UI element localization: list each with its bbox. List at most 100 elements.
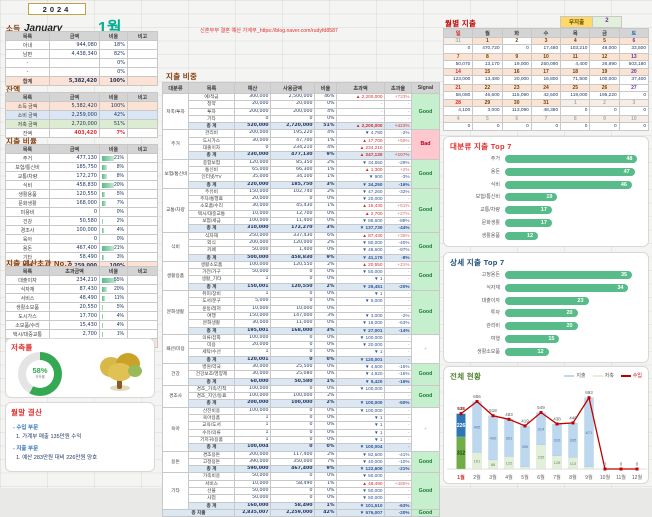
percent-cell[interactable]: 0% xyxy=(314,487,337,496)
percent-cell[interactable]: 3% xyxy=(314,224,337,233)
calendar-date-cell[interactable]: 5 xyxy=(589,37,620,45)
row-label-cell[interactable]: 서비스 xyxy=(5,293,50,303)
used-amount-cell[interactable]: 34,100 xyxy=(270,173,315,182)
over-amount-cell[interactable]: ▼ 4,500 xyxy=(336,362,385,372)
calendar-date-cell[interactable]: 6 xyxy=(501,114,532,123)
percent-cell[interactable]: 2% xyxy=(314,260,337,270)
calendar-date-cell[interactable]: 2 xyxy=(501,37,532,45)
item-name-cell[interactable]: 종합보험 xyxy=(188,158,235,167)
row-label-cell[interactable]: 육아 xyxy=(5,234,50,244)
over-rate-cell[interactable]: -44% xyxy=(384,224,412,233)
over-amount-cell[interactable]: ▲ 17,700 xyxy=(336,136,385,146)
over-rate-cell[interactable]: +423% xyxy=(384,122,412,131)
calendar-date-cell[interactable]: 13 xyxy=(618,52,650,61)
over-amount-cell[interactable]: ▼ 48,600 xyxy=(336,246,385,255)
category-cell[interactable]: 용돈 xyxy=(162,450,189,474)
amount-cell[interactable]: 0 xyxy=(49,207,100,217)
budget-cell[interactable]: 1 xyxy=(234,435,271,445)
memo-cell[interactable] xyxy=(127,216,158,226)
calendar-amount-cell[interactable]: 71,800 xyxy=(560,75,591,85)
over-amount-cell[interactable]: ▼ 88,600 xyxy=(336,217,385,226)
over-rate-cell[interactable]: -20% xyxy=(384,282,412,292)
percent-cell[interactable]: 0% xyxy=(314,304,337,313)
calendar-amount-cell[interactable]: 470,720 xyxy=(472,44,503,54)
over-amount-cell[interactable]: ▲ 20,550 xyxy=(336,260,385,270)
row-label-cell[interactable]: - xyxy=(5,58,50,68)
over-rate-cell[interactable]: - xyxy=(384,443,412,452)
calendar-date-cell[interactable]: 4 xyxy=(442,114,474,123)
used-amount-cell[interactable]: 50,580 xyxy=(270,377,315,386)
calendar-date-cell[interactable]: 20 xyxy=(618,68,650,76)
signal-cell[interactable]: Good xyxy=(411,450,440,474)
calendar-date-cell[interactable]: 16 xyxy=(501,68,532,76)
item-name-cell[interactable]: 육아용품 xyxy=(188,414,235,423)
percent-cell[interactable]: 8% xyxy=(99,171,128,181)
item-name-cell[interactable]: 경조용돈 xyxy=(188,450,235,459)
over-rate-cell[interactable]: -29% xyxy=(384,158,412,167)
over-amount-cell[interactable]: ▲ 87,430 xyxy=(336,231,385,240)
over-amount-cell[interactable]: - xyxy=(336,114,385,124)
item-name-cell[interactable]: 산전비용 xyxy=(188,406,235,416)
percent-cell[interactable]: 1% xyxy=(314,165,337,175)
over-amount-cell[interactable]: ▼ 3,000 xyxy=(336,311,385,321)
item-name-cell[interactable]: 주차/통행료 xyxy=(188,195,235,204)
over-amount-cell[interactable]: ▼ 137,730 xyxy=(336,224,385,233)
budget-cell[interactable]: 100,000 xyxy=(234,217,271,226)
category-cell[interactable]: 패션/미용 xyxy=(162,333,189,364)
calendar-amount-cell[interactable]: 0 xyxy=(501,121,532,131)
calendar-amount-cell[interactable]: 37,400 xyxy=(618,75,650,85)
over-rate-cell[interactable]: - xyxy=(384,107,412,116)
over-amount-cell[interactable]: ▼ 34,650 xyxy=(336,158,385,167)
percent-cell[interactable]: 42% xyxy=(314,508,337,517)
calendar-date-cell[interactable]: 14 xyxy=(442,68,474,76)
percent-cell[interactable]: 0% xyxy=(314,370,337,379)
percent-cell[interactable]: 3% xyxy=(314,180,337,189)
item-name-cell[interactable]: 경조_지인/동료 xyxy=(188,392,235,401)
item-name-cell[interactable]: 총 계 xyxy=(188,501,235,510)
percent-cell[interactable]: 0% xyxy=(314,362,337,372)
over-rate-cell[interactable]: - xyxy=(384,392,412,401)
signal-cell[interactable]: - xyxy=(411,406,440,452)
percent-cell[interactable]: 0% xyxy=(314,384,337,394)
calendar-amount-cell[interactable]: 0 xyxy=(442,121,474,131)
budget-cell[interactable]: 30,000 xyxy=(234,370,271,379)
over-rate-cell[interactable]: - xyxy=(384,268,412,277)
budget-cell[interactable]: 1 xyxy=(234,414,271,423)
over-rate-cell[interactable]: - xyxy=(384,195,412,204)
item-name-cell[interactable]: 총 계 xyxy=(188,355,235,365)
over-amount-cell[interactable]: ▲ 2,200,000 xyxy=(336,122,385,131)
over-rate-cell[interactable]: -97% xyxy=(384,246,412,255)
category-cell[interactable]: 문화생활 xyxy=(162,290,189,335)
percent-cell[interactable]: 2% xyxy=(314,392,337,401)
over-amount-cell[interactable]: ▼ 5,000 xyxy=(336,297,385,306)
percent-cell[interactable]: 9% xyxy=(314,465,337,474)
percent-cell[interactable]: 0% xyxy=(314,217,337,226)
amount-cell[interactable]: 48,490 xyxy=(49,293,100,303)
budget-cell[interactable]: 1 xyxy=(234,275,271,284)
item-name-cell[interactable]: 주유비 xyxy=(188,187,235,197)
percent-cell[interactable]: 0% xyxy=(314,348,337,357)
over-rate-cell[interactable]: - xyxy=(384,494,412,503)
over-rate-cell[interactable]: - xyxy=(384,289,412,299)
amount-cell[interactable]: 477,130 xyxy=(49,153,100,163)
used-amount-cell[interactable]: 85,350 xyxy=(270,158,315,167)
used-amount-cell[interactable]: 58,490 xyxy=(270,479,315,489)
item-name-cell[interactable]: 선물 xyxy=(188,487,235,496)
used-amount-cell[interactable]: 2,720,000 xyxy=(270,122,315,131)
calendar-amount-cell[interactable]: 123,000 xyxy=(442,75,474,85)
item-name-cell[interactable]: 경조_가족/친척 xyxy=(188,384,235,394)
used-amount-cell[interactable]: 0 xyxy=(270,406,315,416)
percent-cell[interactable]: 51% xyxy=(314,122,337,131)
budget-cell[interactable]: 50,000 xyxy=(234,472,271,481)
over-amount-cell[interactable]: ▲ 15,430 xyxy=(336,202,385,211)
budget-cell[interactable]: 50,000 xyxy=(234,494,271,503)
budget-cell[interactable]: 200,000 xyxy=(234,450,271,459)
used-amount-cell[interactable]: 477,130 xyxy=(270,151,315,160)
calendar-date-cell[interactable]: 21 xyxy=(442,83,474,92)
percent-cell[interactable]: 4% xyxy=(314,144,337,153)
budget-cell[interactable]: 100,000 xyxy=(234,392,271,401)
item-name-cell[interactable]: 서비스 xyxy=(188,479,235,489)
used-amount-cell[interactable]: 0 xyxy=(270,195,315,204)
used-amount-cell[interactable]: 45,430 xyxy=(270,202,315,211)
percent-cell[interactable]: 4% xyxy=(314,107,337,116)
